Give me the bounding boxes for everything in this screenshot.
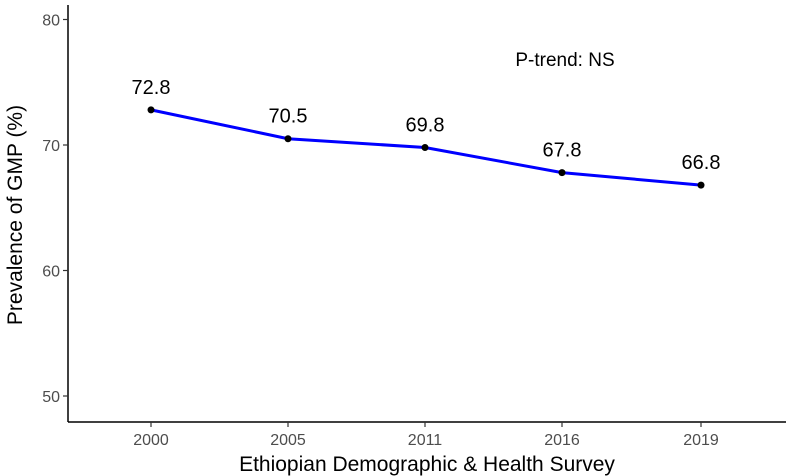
data-point: [147, 106, 155, 114]
x-tick-label: 2016: [544, 432, 580, 449]
x-tick-label: 2011: [408, 432, 443, 449]
data-label: 67.8: [543, 140, 582, 162]
x-axis-title: Ethiopian Demographic & Health Survey: [239, 453, 615, 476]
data-point: [697, 181, 705, 189]
annotation-p-trend: P-trend: NS: [515, 50, 614, 71]
data-label: 70.5: [269, 106, 308, 128]
y-tick-label: 80: [42, 13, 60, 30]
y-tick-label: 50: [42, 389, 60, 406]
x-tick-label: 2019: [683, 432, 719, 449]
y-axis-title: Prevalence of GMP (%): [4, 105, 27, 325]
data-label: 72.8: [132, 77, 171, 99]
x-tick-label: 2005: [270, 432, 306, 449]
data-point: [284, 135, 292, 143]
data-point: [421, 144, 429, 152]
x-tick-label: 2000: [133, 432, 169, 449]
y-tick-label: 70: [42, 138, 60, 155]
y-tick-label: 60: [42, 264, 60, 281]
data-label: 69.8: [406, 115, 445, 137]
data-label: 66.8: [682, 152, 721, 174]
data-point: [558, 169, 566, 177]
